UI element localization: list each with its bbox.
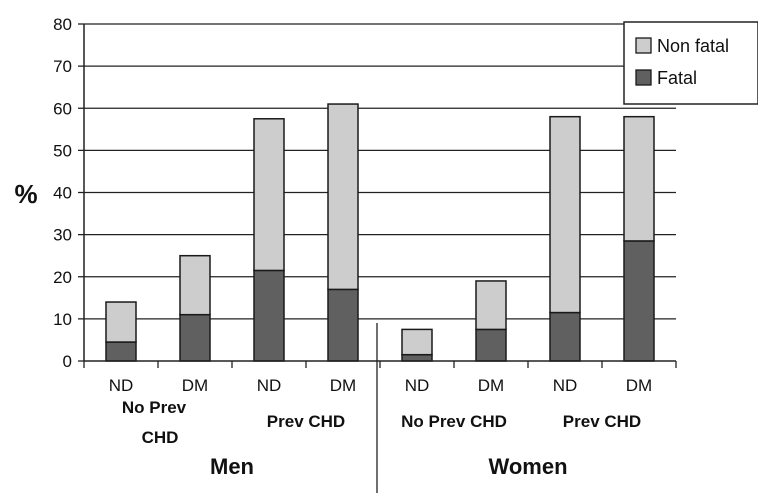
bar-non-fatal [105, 301, 137, 343]
x-category-label: ND [553, 376, 578, 395]
y-tick-label: 70 [53, 57, 72, 76]
x-category-label: ND [109, 376, 134, 395]
y-tick-label: 60 [53, 99, 72, 118]
legend-swatch [635, 37, 652, 54]
bar-non-fatal [253, 118, 285, 272]
axes [78, 23, 677, 493]
x-category-label: ND [405, 376, 430, 395]
x-category-label: ND [257, 376, 282, 395]
bars [105, 103, 655, 362]
labels: 0 10 20 30 40 50 60 70 80 ND DM ND DM ND DM ND DM No Prev… [14, 15, 652, 479]
bar-fatal [475, 328, 507, 362]
bar-fatal [179, 313, 211, 362]
legend-label: Fatal [657, 68, 697, 88]
legend: Non fatal Fatal [623, 21, 758, 105]
bar-fatal [327, 288, 359, 362]
y-tick-label: 10 [53, 310, 72, 329]
y-tick-label: 0 [63, 352, 72, 371]
y-tick-label: 20 [53, 268, 72, 287]
x-group-label: Men [210, 454, 254, 479]
x-subgroup-label: No Prev CHD [122, 398, 187, 447]
legend-label: Non fatal [657, 36, 729, 56]
bar-fatal [623, 240, 655, 362]
y-tick-label: 30 [53, 226, 72, 245]
grid-lines [84, 23, 676, 320]
y-tick-label: 80 [53, 15, 72, 34]
y-tick-label: 40 [53, 184, 72, 203]
x-group-label: Women [488, 454, 567, 479]
bar-fatal [549, 311, 581, 362]
x-subgroup-label: No Prev CHD [401, 412, 507, 431]
y-tick-label: 50 [53, 141, 72, 160]
bar-non-fatal [179, 254, 211, 316]
bar-non-fatal [549, 115, 581, 314]
bar-non-fatal [327, 103, 359, 291]
x-category-label: DM [478, 376, 504, 395]
x-category-label: DM [626, 376, 652, 395]
x-category-label: DM [330, 376, 356, 395]
y-axis-label: % [14, 179, 37, 209]
bar-non-fatal [475, 280, 507, 331]
bar-non-fatal [623, 115, 655, 242]
x-category-label: DM [182, 376, 208, 395]
bar-fatal [401, 353, 433, 362]
bar-fatal [253, 269, 285, 362]
bar-fatal [105, 341, 137, 362]
x-subgroup-label: Prev CHD [267, 412, 345, 431]
x-subgroup-label: Prev CHD [563, 412, 641, 431]
legend-box [623, 21, 758, 105]
bar-non-fatal [401, 328, 433, 356]
legend-swatch [635, 69, 652, 86]
